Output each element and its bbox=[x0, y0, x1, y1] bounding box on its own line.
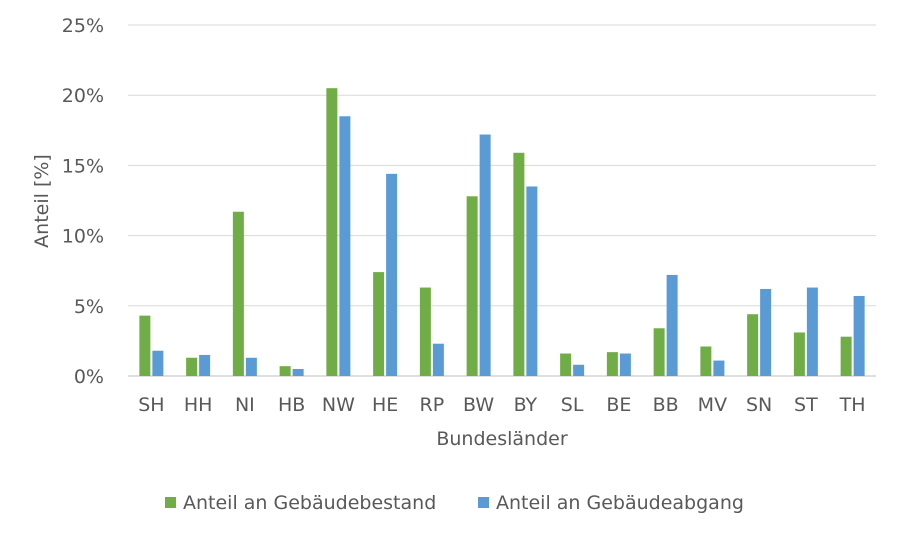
bar-hb-series-1 bbox=[279, 366, 291, 376]
x-tick-label: HE bbox=[372, 394, 398, 416]
x-tick-label: HB bbox=[278, 394, 305, 416]
bar-th-series-1 bbox=[840, 336, 852, 376]
x-axis-ticks: SH HH NI HB NW HE RP BW BY SL BE BB MV SN ST TH bbox=[138, 394, 865, 416]
x-tick-label: HH bbox=[184, 394, 213, 416]
bar-sl-series-1 bbox=[560, 353, 572, 376]
bar-ni-series-2 bbox=[245, 357, 257, 376]
y-tick-label: 15% bbox=[62, 155, 104, 177]
x-tick-label: BW bbox=[463, 394, 494, 416]
x-tick-label: BE bbox=[606, 394, 631, 416]
bar-st-series-2 bbox=[806, 287, 818, 376]
bar-nw-series-2 bbox=[339, 116, 351, 376]
bar-be-series-1 bbox=[606, 352, 618, 376]
bar-sn-series-2 bbox=[760, 288, 772, 376]
bar-be-series-2 bbox=[619, 353, 631, 376]
bar-rp-series-2 bbox=[432, 343, 444, 376]
x-tick-label: NI bbox=[235, 394, 255, 416]
bar-nw-series-1 bbox=[326, 88, 338, 377]
bar-hh-series-1 bbox=[186, 357, 198, 376]
legend-label: Anteil an Gebäudeabgang bbox=[496, 492, 744, 514]
legend-swatch bbox=[478, 497, 489, 508]
bar-by-series-1 bbox=[513, 152, 525, 376]
x-tick-label: BB bbox=[653, 394, 679, 416]
y-axis-label: Anteil [%] bbox=[31, 154, 53, 248]
bar-bw-series-2 bbox=[479, 134, 491, 376]
legend-label: Anteil an Gebäudebestand bbox=[183, 492, 436, 514]
x-tick-label: SN bbox=[746, 394, 772, 416]
y-tick-label: 5% bbox=[74, 296, 104, 318]
bar-sn-series-1 bbox=[747, 314, 759, 376]
x-tick-label: TH bbox=[839, 394, 866, 416]
y-tick-label: 0% bbox=[74, 366, 104, 388]
bar-bw-series-1 bbox=[466, 196, 478, 376]
bar-bb-series-2 bbox=[666, 274, 678, 376]
bar-st-series-1 bbox=[793, 332, 805, 376]
bar-sh-series-2 bbox=[152, 350, 164, 376]
bar-mv-series-2 bbox=[713, 360, 725, 376]
bar-rp-series-1 bbox=[419, 287, 431, 376]
legend: Anteil an Gebäudebestand Anteil an Gebäud… bbox=[165, 492, 744, 514]
x-tick-label: BY bbox=[514, 394, 538, 416]
bar-sl-series-2 bbox=[573, 364, 585, 376]
x-axis-label: Bundesländer bbox=[436, 428, 567, 450]
y-tick-label: 25% bbox=[62, 15, 104, 37]
x-tick-label: NW bbox=[322, 394, 355, 416]
x-tick-label: SH bbox=[138, 394, 164, 416]
x-tick-label: RP bbox=[420, 394, 445, 416]
y-axis-ticks: 0% 5% 10% 15% 20% 25% bbox=[62, 15, 104, 388]
bar-he-series-1 bbox=[373, 272, 385, 376]
bar-hh-series-2 bbox=[199, 354, 211, 376]
y-tick-label: 10% bbox=[62, 226, 104, 248]
bar-mv-series-1 bbox=[700, 346, 712, 376]
bars bbox=[139, 88, 865, 377]
y-tick-label: 20% bbox=[62, 85, 104, 107]
bar-bb-series-1 bbox=[653, 328, 665, 376]
bar-hb-series-2 bbox=[292, 368, 304, 376]
x-tick-label: SL bbox=[561, 394, 584, 416]
legend-swatch bbox=[165, 497, 176, 508]
bar-sh-series-1 bbox=[139, 315, 151, 376]
bar-ni-series-1 bbox=[232, 211, 244, 376]
bar-by-series-2 bbox=[526, 186, 538, 376]
bar-th-series-2 bbox=[853, 295, 865, 376]
bar-he-series-2 bbox=[386, 173, 398, 376]
x-tick-label: MV bbox=[698, 394, 727, 416]
x-tick-label: ST bbox=[794, 394, 818, 416]
